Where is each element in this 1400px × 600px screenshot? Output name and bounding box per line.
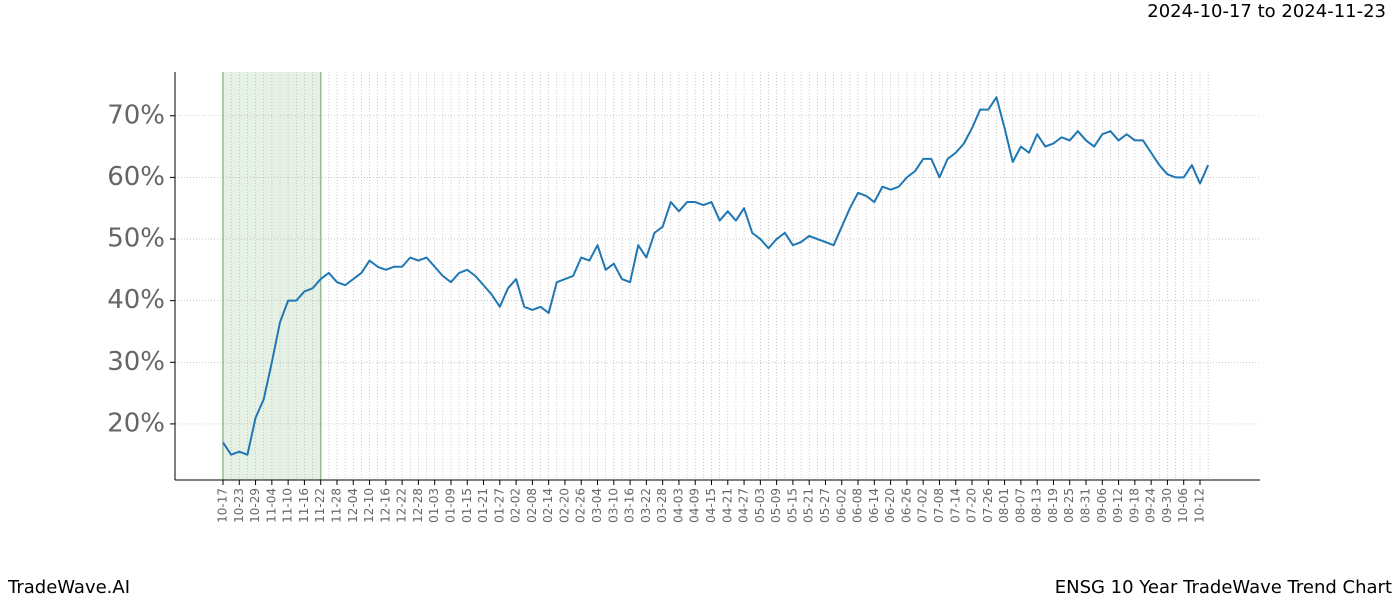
x-tick-label: 12-04 [346,488,360,523]
x-tick-label: 11-16 [297,488,311,523]
x-tick-label: 02-14 [541,488,555,523]
x-tick-label: 09-12 [1111,488,1125,523]
x-tick-label: 11-28 [329,488,343,523]
x-tick-label: 02-20 [557,488,571,523]
x-tick-label: 01-15 [460,488,474,523]
trend-line [222,96,1210,456]
x-tick-label: 04-21 [720,488,734,523]
x-tick-label: 05-27 [818,488,832,523]
x-tick-label: 12-22 [395,488,409,523]
x-tick-label: 07-02 [916,488,930,523]
x-tick-label: 10-06 [1176,488,1190,523]
x-tick-label: 04-03 [671,488,685,523]
footer-right: ENSG 10 Year TradeWave Trend Chart [1055,577,1392,598]
x-tick-label: 06-14 [867,488,881,523]
x-tick-label: 01-09 [443,488,457,523]
x-tick-label: 05-21 [802,488,816,523]
y-tick-label: 70% [107,100,165,130]
x-tick-label: 08-13 [1030,488,1044,523]
x-tick-label: 12-10 [362,488,376,523]
x-tick-label: 09-18 [1127,488,1141,523]
x-tick-label: 10-17 [216,488,230,523]
x-tick-label: 06-08 [851,488,865,523]
x-tick-label: 07-26 [981,488,995,523]
x-tick-label: 07-08 [932,488,946,523]
x-tick-label: 02-02 [509,488,523,523]
x-tick-label: 03-10 [606,488,620,523]
y-tick-label: 60% [107,162,165,192]
y-tick-label: 30% [107,347,165,377]
x-tick-label: 05-09 [769,488,783,523]
x-tick-label: 06-26 [899,488,913,523]
x-tick-label: 04-15 [704,488,718,523]
x-tick-label: 05-03 [753,488,767,523]
x-tick-label: 03-04 [590,488,604,523]
x-tick-label: 05-15 [785,488,799,523]
x-tick-label: 12-28 [411,488,425,523]
x-tick-label: 01-21 [476,488,490,523]
y-tick-label: 40% [107,285,165,315]
x-tick-label: 09-30 [1160,488,1174,523]
x-tick-label: 04-09 [688,488,702,523]
x-tick-label: 03-16 [623,488,637,523]
x-tick-label: 11-10 [281,488,295,523]
x-tick-label: 11-04 [264,488,278,523]
x-tick-label: 01-03 [427,488,441,523]
x-tick-label: 08-19 [1046,488,1060,523]
x-tick-label: 06-02 [834,488,848,523]
x-tick-label: 02-26 [574,488,588,523]
x-tick-label: 09-24 [1144,488,1158,523]
x-tick-label: 07-20 [965,488,979,523]
x-tick-label: 07-14 [948,488,962,523]
footer-left: TradeWave.AI [7,577,130,598]
x-tick-label: 02-08 [525,488,539,523]
x-tick-label: 10-29 [248,488,262,523]
x-tick-label: 01-27 [492,488,506,523]
x-tick-label: 11-22 [313,488,327,523]
x-tick-label: 06-20 [883,488,897,523]
x-tick-label: 03-22 [639,488,653,523]
x-tick-label: 04-27 [737,488,751,523]
x-tick-label: 08-25 [1062,488,1076,523]
chart-title: 2024-10-17 to 2024-11-23 [1147,1,1386,22]
x-tick-label: 03-28 [655,488,669,523]
x-tick-label: 08-07 [1013,488,1027,523]
y-tick-label: 50% [107,224,165,254]
x-tick-label: 12-16 [378,488,392,523]
y-tick-label: 20% [107,408,165,438]
x-tick-label: 10-12 [1193,488,1207,523]
x-tick-label: 10-23 [232,488,246,523]
x-tick-label: 09-06 [1095,488,1109,523]
x-tick-label: 08-01 [997,488,1011,523]
x-tick-label: 08-31 [1079,488,1093,523]
